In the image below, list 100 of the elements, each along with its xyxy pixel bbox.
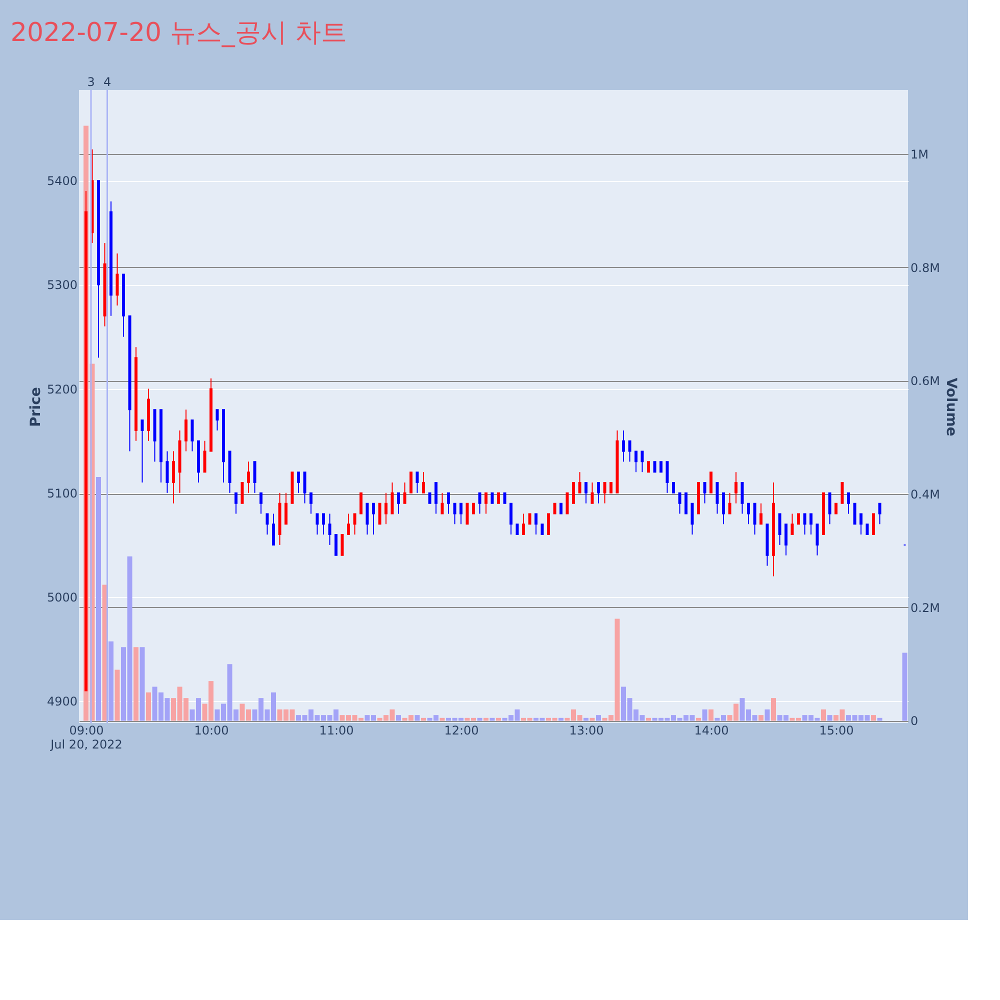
bar xyxy=(414,715,420,721)
candlestick xyxy=(510,502,512,536)
candlestick xyxy=(540,524,544,536)
candlestick xyxy=(166,450,169,494)
candlestick xyxy=(734,472,738,504)
y-tick-label: 5200 xyxy=(46,382,78,396)
y-tick-label: 5100 xyxy=(46,486,78,500)
candlestick xyxy=(553,502,556,514)
candlestick xyxy=(190,420,194,452)
x-tick-label: 11:00 xyxy=(319,724,354,738)
candlestick xyxy=(378,502,382,525)
candlestick xyxy=(216,409,219,431)
candlestick xyxy=(447,492,450,514)
bar xyxy=(396,715,401,721)
candlestick xyxy=(440,492,444,514)
candlestick xyxy=(428,492,432,504)
candlestick xyxy=(866,524,869,536)
candlestick xyxy=(366,502,369,536)
bar xyxy=(871,715,876,721)
candlestick xyxy=(660,461,662,473)
candlestick xyxy=(622,430,625,462)
candlestick xyxy=(116,252,119,306)
candlestick xyxy=(184,409,188,452)
bar xyxy=(708,709,714,721)
bar xyxy=(702,709,708,721)
candlestick xyxy=(310,492,312,514)
candlestick xyxy=(784,524,788,556)
x-tick-label: 13:00 xyxy=(569,724,604,738)
candlestick xyxy=(203,440,206,473)
candlestick xyxy=(140,420,144,483)
bar xyxy=(96,477,101,721)
bar xyxy=(821,709,826,721)
y2-tick-label: 0.2M xyxy=(910,600,940,615)
candlestick xyxy=(847,492,850,514)
candlestick xyxy=(853,502,856,525)
y-tick-label: 4900 xyxy=(46,694,78,709)
candlestick xyxy=(534,513,538,536)
candlestick xyxy=(528,513,532,525)
bar xyxy=(902,652,908,721)
bar xyxy=(771,698,776,721)
candlestick xyxy=(397,492,400,514)
bar xyxy=(758,715,764,721)
candlestick xyxy=(828,492,832,525)
bar xyxy=(596,715,601,721)
y2-tick-label: 1M xyxy=(910,148,928,162)
x-tick-label: 12:00 xyxy=(444,724,479,738)
bar xyxy=(114,670,120,721)
candlestick xyxy=(647,461,650,473)
candlestick xyxy=(640,450,644,473)
y2-tick-label: 0 xyxy=(910,714,918,728)
x-tick-label: 09:00 Jul 20, 2022 xyxy=(50,724,122,752)
y2-axis-title: Volume xyxy=(942,378,959,436)
candlestick xyxy=(390,482,394,514)
candlestick xyxy=(760,502,762,525)
candlestick xyxy=(247,461,250,494)
y-tick-label: 5000 xyxy=(46,590,78,605)
candlestick xyxy=(484,492,488,514)
bar xyxy=(140,647,145,721)
candlestick xyxy=(353,513,356,536)
candlestick xyxy=(472,502,475,514)
candlestick xyxy=(172,450,175,504)
candlestick xyxy=(740,482,744,514)
candlestick xyxy=(403,482,406,504)
candlestick xyxy=(653,461,656,473)
candlestick xyxy=(834,502,838,514)
candlestick xyxy=(810,513,812,536)
bar xyxy=(108,641,114,721)
candlestick xyxy=(272,513,275,546)
candlestick xyxy=(340,534,344,556)
bar xyxy=(764,709,770,721)
candlestick xyxy=(584,482,588,504)
candlestick xyxy=(434,482,438,514)
candlestick xyxy=(372,502,375,536)
candlestick xyxy=(297,472,300,494)
candlestick xyxy=(690,502,694,536)
candlestick xyxy=(460,502,462,525)
candlestick xyxy=(497,492,500,504)
candlestick xyxy=(634,450,638,473)
bar xyxy=(827,715,832,721)
candlestick xyxy=(422,472,425,494)
x-tick-label: 10:00 xyxy=(194,724,229,738)
candlestick xyxy=(778,513,782,546)
candlestick xyxy=(284,492,288,525)
candlestick xyxy=(878,502,882,525)
candlestick xyxy=(566,492,569,514)
candlestick xyxy=(722,492,725,525)
candlestick xyxy=(253,461,256,494)
candlestick xyxy=(416,472,419,494)
y-tick-label: 5400 xyxy=(46,174,78,188)
candlestick xyxy=(578,472,582,494)
candlestick xyxy=(503,492,506,504)
bar xyxy=(146,692,151,721)
candlestick xyxy=(797,513,800,525)
bar xyxy=(134,647,138,721)
candlestick xyxy=(560,502,562,514)
candlestick xyxy=(628,440,632,462)
text: 3 xyxy=(87,75,95,89)
candlestick xyxy=(516,524,519,536)
y-tick-label: 5300 xyxy=(46,278,78,292)
candlestick xyxy=(347,513,350,536)
